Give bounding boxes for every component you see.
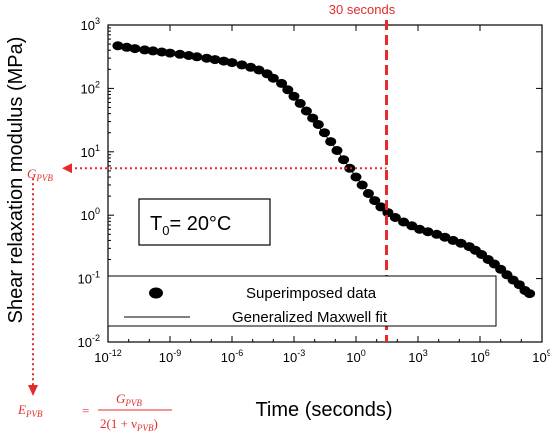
data-point-41 [422, 227, 434, 237]
x-tick-label-2: 10-6 [221, 348, 243, 365]
e-pvb-den-sub: PVB [136, 423, 154, 433]
data-point-16 [253, 65, 265, 75]
data-point-18 [267, 73, 279, 83]
data-point-21 [288, 91, 300, 101]
y-tick-label-3: 101 [81, 143, 100, 160]
x-tick-label-4: 100 [346, 348, 365, 365]
data-point-40 [414, 224, 426, 234]
e-pvb-den-main: 2(1 + ν [100, 416, 137, 431]
x-axis-label: Time (seconds) [255, 399, 392, 421]
data-point-6 [164, 48, 176, 58]
e-pvb-arrowhead [28, 385, 38, 396]
e-pvb-num-sub: PVB [124, 398, 142, 408]
legend-box [107, 275, 497, 327]
data-point-30 [344, 163, 356, 173]
axes-layer [107, 24, 543, 343]
data-point-38 [398, 217, 410, 227]
e-pvb-lhs-main: E [17, 402, 26, 417]
x-tick-label-3: 10-3 [283, 348, 305, 365]
data-point-56 [524, 289, 536, 299]
data-point-36 [382, 208, 394, 218]
data-point-45 [455, 238, 467, 248]
data-point-43 [439, 232, 451, 242]
data-point-11 [209, 55, 221, 65]
data-point-42 [431, 229, 443, 239]
data-point-34 [369, 196, 381, 206]
x-tick-label-7: 109 [532, 348, 550, 365]
data-layer [112, 41, 536, 299]
maxwell-fit-line [117, 45, 528, 293]
x-tick-label-0: 10-12 [94, 348, 121, 365]
data-point-5 [156, 47, 168, 57]
data-point-7 [174, 49, 186, 59]
data-point-2 [129, 44, 141, 54]
fit-layer [117, 45, 528, 293]
data-point-27 [325, 137, 337, 147]
e-pvb-equals: = [82, 403, 89, 418]
svg-text:T0= 20°C: T0= 20°C [150, 213, 231, 238]
data-point-10 [201, 53, 213, 63]
g-pvb-label: GPVB [27, 166, 53, 183]
data-point-37 [389, 213, 401, 222]
data-point-12 [218, 56, 230, 66]
data-point-4 [147, 46, 159, 56]
e-pvb-formula: EPVB = GPVB 2(1 + νPVB) [17, 391, 172, 433]
data-point-31 [350, 172, 362, 182]
y-tick-label-5: 103 [81, 16, 100, 33]
legend-label-data: Superimposed data [246, 285, 377, 302]
ticks-layer: 10-12 10-9 10-6 10-3 100 103 106 109 10-2 10-1 100… [78, 16, 550, 365]
g-pvb-arrowhead [62, 163, 72, 174]
data-point-35 [375, 202, 387, 212]
annotation-layer [28, 20, 389, 396]
y-axis-label: Shear relaxation modulus (MPa) [5, 37, 27, 324]
data-point-14 [236, 60, 248, 70]
svg-text:GPVB: GPVB [116, 391, 142, 408]
legend: Superimposed data Generalized Maxwell fi… [107, 275, 497, 327]
legend-marker-data [149, 287, 163, 299]
data-point-32 [356, 180, 368, 190]
x-tick-label-5: 103 [408, 348, 427, 365]
data-point-33 [362, 189, 374, 198]
data-point-3 [139, 45, 151, 55]
svg-text:2(1 + νPVB): 2(1 + νPVB) [100, 416, 158, 433]
data-point-22 [294, 98, 306, 108]
x-tick-label-1: 10-9 [159, 348, 181, 365]
data-point-0 [112, 41, 124, 51]
legend-label-fit: Generalized Maxwell fit [232, 309, 388, 326]
data-point-19 [276, 78, 288, 88]
e-pvb-lhs-sub: PVB [25, 409, 43, 419]
temperature-suffix: = 20°C [169, 213, 231, 235]
data-point-28 [331, 146, 343, 155]
temperature-subscript: 0 [162, 223, 169, 238]
plot-frame [107, 24, 543, 343]
g-pvb-main: G [27, 166, 37, 181]
g-pvb-sub: PVB [35, 173, 53, 183]
y-tick-label-2: 100 [81, 206, 100, 223]
temperature-label: T0= 20°C [138, 198, 271, 246]
data-point-26 [319, 128, 330, 138]
y-tick-label-1: 10-1 [78, 270, 100, 287]
e-pvb-den-close: ) [154, 416, 158, 431]
x-tick-label-6: 106 [470, 348, 489, 365]
svg-text:EPVB: EPVB [17, 402, 43, 419]
temperature-prefix: T [150, 213, 162, 235]
data-point-29 [338, 155, 350, 165]
data-point-24 [307, 113, 319, 123]
vline-label: 30 seconds [329, 2, 396, 17]
e-pvb-num-main: G [116, 391, 126, 406]
temperature-box [138, 198, 271, 246]
data-point-23 [300, 106, 312, 116]
data-point-9 [191, 52, 203, 62]
data-point-1 [121, 42, 133, 52]
data-point-8 [183, 51, 195, 60]
data-point-20 [282, 85, 294, 95]
data-point-25 [312, 120, 324, 129]
data-point-13 [226, 58, 238, 68]
y-tick-label-0: 10-2 [78, 333, 100, 350]
y-tick-label-4: 102 [81, 79, 100, 96]
